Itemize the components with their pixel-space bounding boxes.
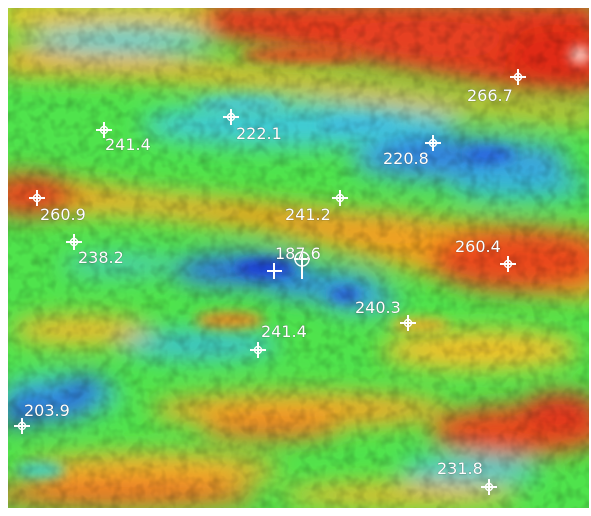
- measurement-marker: 240.3: [355, 298, 416, 331]
- temperature-label: 260.4: [455, 237, 501, 256]
- measurement-marker: 203.9: [14, 401, 70, 434]
- crosshair-icon: [14, 418, 30, 434]
- temperature-label: 222.1: [236, 124, 282, 143]
- measurement-marker: 222.1: [223, 109, 282, 143]
- temperature-label: 187.6: [275, 244, 321, 263]
- temperature-label: 241.4: [105, 135, 151, 154]
- temperature-label: 220.8: [383, 149, 429, 168]
- crosshair-icon: [29, 190, 45, 206]
- temperature-label: 231.8: [437, 459, 483, 478]
- measurement-marker: 260.9: [29, 190, 86, 224]
- measurement-marker: 260.4: [455, 237, 516, 272]
- crosshair-icon: [510, 69, 526, 85]
- measurement-marker: 231.8: [437, 459, 497, 495]
- crosshair-icon: [500, 256, 516, 272]
- temperature-label: 238.2: [78, 248, 124, 267]
- temperature-label: 266.7: [467, 86, 513, 105]
- temperature-label: 240.3: [355, 298, 401, 317]
- crosshair-icon: [223, 109, 239, 125]
- crosshair-icon: [481, 479, 497, 495]
- crosshair-icon: [400, 315, 416, 331]
- measurement-marker: 220.8: [383, 135, 441, 168]
- measurement-marker: 241.4: [96, 122, 151, 154]
- crosshair-icon: [425, 135, 441, 151]
- measurement-marker: 266.7: [467, 69, 526, 105]
- measurement-marker: 238.2: [66, 234, 124, 267]
- crosshair-icon: [250, 342, 266, 358]
- measurement-marker: 241.4: [250, 322, 307, 358]
- temperature-label: 203.9: [24, 401, 70, 420]
- measurement-marker: 187.6: [267, 244, 321, 279]
- temperature-label: 260.9: [40, 205, 86, 224]
- crosshair-icon: [66, 234, 82, 250]
- crosshair-icon: [332, 190, 348, 206]
- measurement-marker: 241.2: [285, 190, 348, 224]
- crosshair-icon: [267, 251, 310, 279]
- crosshair-icon: [96, 122, 112, 138]
- temperature-label: 241.2: [285, 205, 331, 224]
- temperature-label: 241.4: [261, 322, 307, 341]
